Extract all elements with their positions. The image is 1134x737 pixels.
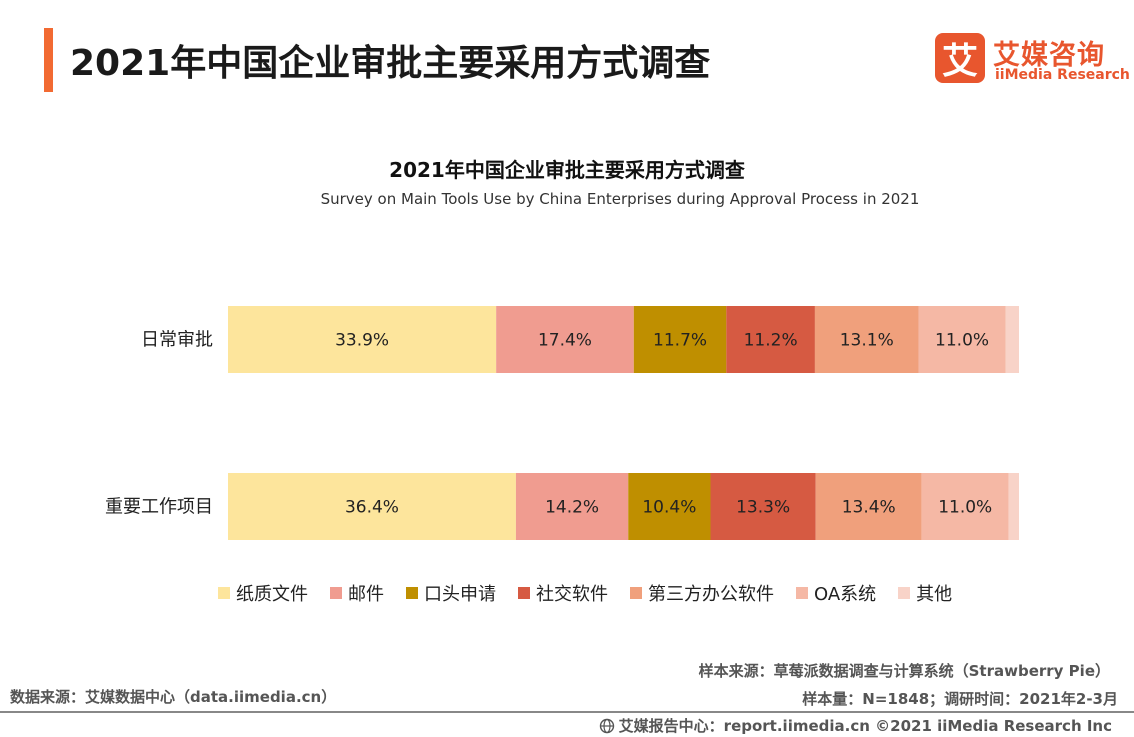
data-label: 11.7% — [653, 331, 707, 351]
footer-divider — [0, 711, 1134, 713]
legend-swatch — [218, 587, 230, 599]
legend-item: 其他 — [898, 580, 952, 606]
data-label: 11.2% — [744, 331, 798, 351]
data-label: 13.3% — [736, 498, 790, 518]
data-label: 11.0% — [938, 498, 992, 518]
legend-label: 邮件 — [348, 584, 384, 605]
sample-size-note: 样本量：N=1848；调研时间：2021年2-3月 — [802, 690, 1118, 708]
data-label: 11.0% — [935, 331, 989, 351]
brand-logo-icon: 艾 — [935, 33, 985, 83]
bar-segment — [814, 306, 919, 373]
data-label: 14.2% — [545, 498, 599, 518]
data-label: 10.4% — [642, 498, 696, 518]
bar-segment — [1005, 306, 1019, 373]
data-label: 17.4% — [538, 331, 592, 351]
legend-swatch — [898, 587, 911, 599]
legend-item: OA系统 — [796, 580, 876, 606]
chart-title: 2021年中国企业审批主要采用方式调查 — [389, 158, 745, 182]
bar-segment — [628, 473, 711, 540]
legend-swatch — [518, 587, 530, 599]
legend-label: 第三方办公软件 — [648, 584, 774, 605]
title-accent-bar — [44, 28, 53, 92]
sample-source-note: 样本来源：草莓派数据调查与计算系统（Strawberry Pie） — [698, 662, 1110, 680]
legend-item: 第三方办公软件 — [630, 580, 774, 606]
legend-label: 口头申请 — [424, 584, 496, 605]
legend-item: 社交软件 — [518, 580, 608, 606]
bar-segment — [918, 306, 1006, 373]
brand-name-cn: 艾媒咨询 — [993, 40, 1105, 71]
bar-segment — [228, 473, 516, 540]
globe-icon — [599, 718, 614, 733]
footer: 艾媒报告中心：report.iimedia.cn ©2021 iiMedia R… — [599, 715, 1112, 736]
page-title: 2021年中国企业审批主要采用方式调查 — [70, 43, 711, 84]
category-label: 日常审批 — [141, 330, 213, 351]
chart-subtitle: Survey on Main Tools Use by China Enterp… — [320, 190, 920, 208]
legend-swatch — [796, 587, 808, 599]
bar-segment — [633, 306, 727, 373]
legend-swatch — [630, 587, 642, 599]
chart-legend: 纸质文件 邮件 口头申请 社交软件 第三方办公软件 OA系统 其他 — [218, 580, 952, 606]
footer-text: 艾媒报告中心：report.iimedia.cn ©2021 iiMedia R… — [618, 717, 1112, 735]
data-label: 13.1% — [840, 331, 894, 351]
legend-label: 社交软件 — [536, 584, 608, 605]
data-label: 13.4% — [842, 498, 896, 518]
bar-segment — [710, 473, 816, 540]
legend-swatch — [406, 587, 418, 599]
bar-segment — [228, 306, 497, 373]
legend-item: 邮件 — [330, 580, 384, 606]
legend-swatch — [330, 587, 342, 599]
legend-label: OA系统 — [814, 584, 877, 605]
category-label: 重要工作项目 — [105, 497, 213, 518]
data-label: 33.9% — [335, 331, 389, 351]
bar-segment — [1008, 473, 1019, 540]
bar-segment — [496, 306, 634, 373]
bar-segment — [815, 473, 922, 540]
bar-segment — [515, 473, 629, 540]
bar-segment — [921, 473, 1009, 540]
legend-label: 其他 — [916, 584, 953, 605]
legend-item: 口头申请 — [406, 580, 496, 606]
legend-item: 纸质文件 — [218, 580, 308, 606]
brand-name-en: iiMedia Research — [995, 67, 1130, 83]
data-source-note: 数据来源：艾媒数据中心（data.iimedia.cn） — [10, 688, 337, 706]
data-label: 36.4% — [345, 498, 399, 518]
bar-segment — [726, 306, 815, 373]
legend-label: 纸质文件 — [236, 584, 308, 605]
